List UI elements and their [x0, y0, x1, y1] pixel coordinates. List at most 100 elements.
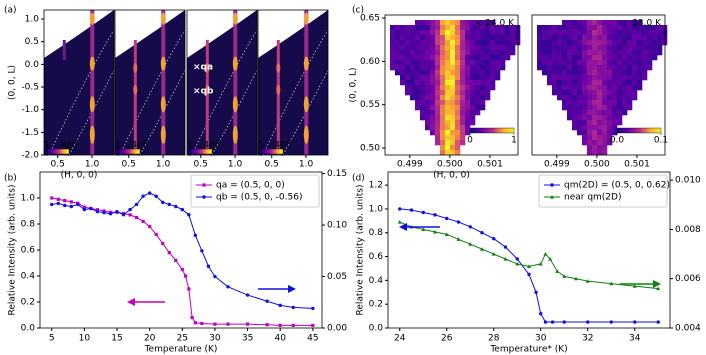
pixel [450, 35, 456, 41]
pixel [567, 115, 573, 121]
pixel [567, 50, 573, 56]
x-axis-label: Temperature (K) [144, 345, 218, 355]
pixel [435, 70, 441, 76]
pixel [465, 40, 471, 46]
pixel [577, 105, 583, 111]
pixel [632, 50, 638, 56]
pixel [632, 55, 638, 61]
pixel [500, 65, 506, 71]
pixel [455, 120, 461, 126]
pixel [465, 45, 471, 51]
point [95, 208, 100, 212]
pixel [537, 40, 543, 46]
pixel [500, 55, 506, 61]
point [534, 290, 538, 294]
point [183, 274, 188, 278]
pixel [415, 85, 421, 91]
pixel [627, 70, 633, 76]
pixel [582, 85, 588, 91]
pixel [547, 30, 553, 36]
pixel [632, 65, 638, 71]
pixel [572, 85, 578, 91]
pixel [440, 140, 446, 146]
pixel [557, 65, 563, 71]
pixel [455, 95, 461, 101]
pixel [572, 90, 578, 96]
pixel [430, 20, 436, 26]
pixel [597, 70, 603, 76]
pixel [562, 55, 568, 61]
pixel [637, 80, 643, 86]
pixel [632, 40, 638, 46]
pixel [505, 50, 511, 56]
pixel [445, 150, 451, 156]
pixel [435, 40, 441, 46]
pixel [612, 125, 618, 131]
x-tick-label: 45 [307, 334, 318, 344]
pixel [425, 30, 431, 36]
pixel [460, 60, 466, 66]
pixel [430, 25, 436, 31]
pixel [617, 110, 623, 116]
pixel [450, 105, 456, 111]
y-tick-label: 0.4 [369, 276, 384, 286]
pixel [587, 110, 593, 116]
point [265, 323, 269, 327]
pixel [440, 50, 446, 56]
pixel [637, 50, 643, 56]
pixel [552, 80, 558, 86]
pixel [495, 75, 501, 81]
point [562, 320, 566, 324]
point [311, 306, 315, 311]
arc [139, 69, 186, 156]
pixel [390, 65, 396, 71]
pixel [632, 85, 638, 91]
point [69, 200, 73, 204]
point [63, 203, 67, 208]
pixel [612, 25, 618, 31]
pixel [475, 85, 481, 91]
pixel [440, 65, 446, 71]
pixel [400, 40, 406, 46]
pixel [637, 70, 643, 76]
point [154, 232, 158, 236]
pixel [637, 25, 643, 31]
pixel [602, 130, 608, 136]
x-tick-label: 28 [488, 334, 500, 344]
pixel [597, 55, 603, 61]
pixel [592, 90, 598, 96]
point [226, 285, 230, 289]
pixel [475, 55, 481, 61]
pixel [567, 100, 573, 106]
pixel [617, 50, 623, 56]
pixel [567, 35, 573, 41]
point [121, 213, 126, 217]
pixel [647, 45, 653, 51]
frame [186, 9, 258, 156]
pixel [405, 85, 411, 91]
pixel [597, 120, 603, 126]
pixel [475, 75, 481, 81]
pixel [445, 45, 451, 51]
pixel [592, 140, 598, 146]
point [609, 281, 614, 286]
pixel [567, 110, 573, 116]
point [480, 231, 484, 235]
point [480, 247, 484, 251]
pixel [480, 75, 486, 81]
point [492, 236, 496, 241]
pixel [460, 100, 466, 106]
point [245, 293, 250, 297]
pixel [455, 30, 461, 36]
pixel [582, 70, 588, 76]
pixel [587, 150, 593, 156]
pixel [592, 130, 598, 136]
pixel [490, 80, 496, 86]
pixel [642, 75, 648, 81]
pixel [607, 20, 613, 26]
pixel [562, 95, 568, 101]
pixel [577, 125, 583, 131]
y2-tick-label: 0.10 [327, 221, 347, 231]
y2-tick-label: 0.15 [327, 169, 347, 179]
legend [538, 174, 668, 208]
